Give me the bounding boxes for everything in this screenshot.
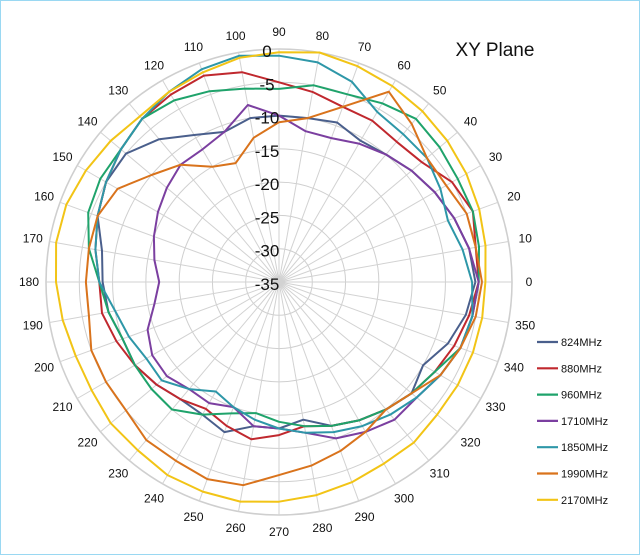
grid-spoke: [278, 281, 320, 512]
grid-spoke: [278, 281, 482, 399]
angle-tick-label: 310: [430, 467, 450, 481]
angle-tick-label: 60: [397, 59, 411, 73]
grid-spoke: [162, 79, 280, 283]
radial-tick-label: 0: [262, 42, 271, 61]
angle-tick-label: 170: [23, 232, 43, 246]
angle-tick-label: 350: [515, 318, 535, 332]
angle-tick-label: 30: [489, 150, 503, 164]
grid-spoke: [278, 79, 396, 283]
grid-spoke: [59, 281, 280, 363]
angle-tick-label: 340: [504, 361, 524, 375]
grid-spoke: [162, 281, 280, 485]
radial-tick-label: -10: [255, 109, 280, 128]
series-line-1850MHz: [94, 54, 474, 434]
polar-grid: [45, 48, 513, 516]
radial-tick-label: -30: [255, 242, 280, 261]
angle-tick-label: 260: [226, 521, 246, 535]
chart-title: XY Plane: [456, 40, 535, 61]
grid-spoke: [198, 281, 280, 502]
grid-spoke: [278, 131, 458, 283]
angle-tick-label: 150: [52, 150, 72, 164]
angle-tick-label: 330: [485, 400, 505, 414]
legend-label-960MHz: 960MHz: [561, 390, 602, 402]
angle-tick-label: 280: [312, 521, 332, 535]
grid-spoke: [128, 281, 280, 461]
grid-spoke: [76, 281, 280, 399]
grid-spoke: [278, 281, 360, 502]
grid-spoke: [278, 52, 320, 283]
angle-tick-label: 120: [144, 59, 164, 73]
angle-tick-label: 180: [19, 275, 39, 289]
legend: 824MHz 880MHz 960MHz 1710MHz 1850MHz 1990MHz 2…: [537, 337, 608, 507]
grid-spoke: [278, 281, 499, 363]
series-line-2170MHz: [55, 51, 487, 503]
series-line-824MHz: [96, 114, 477, 434]
angle-tick-label: 80: [316, 29, 330, 43]
angle-tick-label: 0: [526, 275, 533, 289]
angle-tick-label: 200: [34, 361, 54, 375]
angle-tick-label: 220: [77, 436, 97, 450]
radial-tick-label: -15: [255, 142, 280, 161]
angle-tick-label: 290: [354, 510, 374, 524]
grid-spoke: [100, 131, 280, 283]
angle-tick-label: 110: [184, 40, 203, 54]
radial-tick-label: -25: [255, 208, 280, 227]
angle-tick-label: 250: [183, 510, 203, 524]
angle-tick-label: 300: [394, 492, 414, 506]
angle-tick-label: 270: [269, 525, 289, 539]
series-line-1990MHz: [84, 90, 483, 487]
angle-tick-label: 10: [519, 232, 533, 246]
angle-tick-label: 160: [34, 190, 54, 204]
grid-spoke: [59, 201, 280, 283]
legend-label-880MHz: 880MHz: [561, 363, 602, 375]
angle-tick-label: 320: [460, 436, 480, 450]
angle-tick-label: 130: [108, 84, 128, 98]
grid-spoke: [128, 103, 280, 283]
grid-spoke: [278, 241, 509, 283]
radial-tick-label: -20: [255, 175, 280, 194]
radial-tick-label: -35: [255, 275, 280, 294]
grid-spoke: [278, 62, 360, 283]
grid-spoke: [198, 62, 280, 283]
angle-tick-label: 20: [507, 190, 521, 204]
legend-label-1850MHz: 1850MHz: [561, 442, 608, 454]
grid-spoke: [76, 165, 280, 283]
angle-tick-label: 240: [144, 492, 164, 506]
series-lines: [55, 51, 487, 503]
angle-tick-label: 40: [464, 114, 478, 128]
angular-tick-labels: 0 10 20 30 40 50 60 70 80 90 100 110 120 130 140 150 160…: [19, 25, 536, 539]
legend-label-1710MHz: 1710MHz: [561, 416, 608, 428]
angle-tick-label: 70: [358, 40, 372, 54]
angle-tick-label: 100: [226, 29, 246, 43]
grid-spoke: [278, 281, 430, 461]
angle-tick-label: 140: [77, 114, 97, 128]
grid-spoke: [278, 201, 499, 283]
grid-spoke: [278, 281, 509, 323]
grid-spoke: [49, 241, 280, 283]
grid-spoke: [238, 281, 280, 512]
angle-tick-label: 90: [272, 25, 286, 39]
grid-spoke: [278, 165, 482, 283]
legend-label-824MHz: 824MHz: [561, 337, 602, 349]
angle-tick-label: 230: [108, 467, 128, 481]
grid-spoke: [49, 281, 280, 323]
grid-spoke: [100, 281, 280, 433]
angle-tick-label: 190: [23, 318, 43, 332]
grid-spoke: [278, 281, 396, 485]
grid-spoke: [278, 281, 458, 433]
radial-tick-labels: 0 -5 -10 -15 -20 -25 -30 -35: [255, 42, 280, 294]
grid-spoke: [278, 103, 430, 283]
series-line-1710MHz: [146, 104, 480, 440]
legend-label-2170MHz: 2170MHz: [561, 495, 608, 507]
legend-label-1990MHz: 1990MHz: [561, 469, 608, 481]
angle-tick-label: 50: [433, 84, 447, 98]
radial-tick-label: -5: [259, 75, 274, 94]
grid-spoke: [238, 52, 280, 283]
angle-tick-label: 210: [52, 400, 72, 414]
